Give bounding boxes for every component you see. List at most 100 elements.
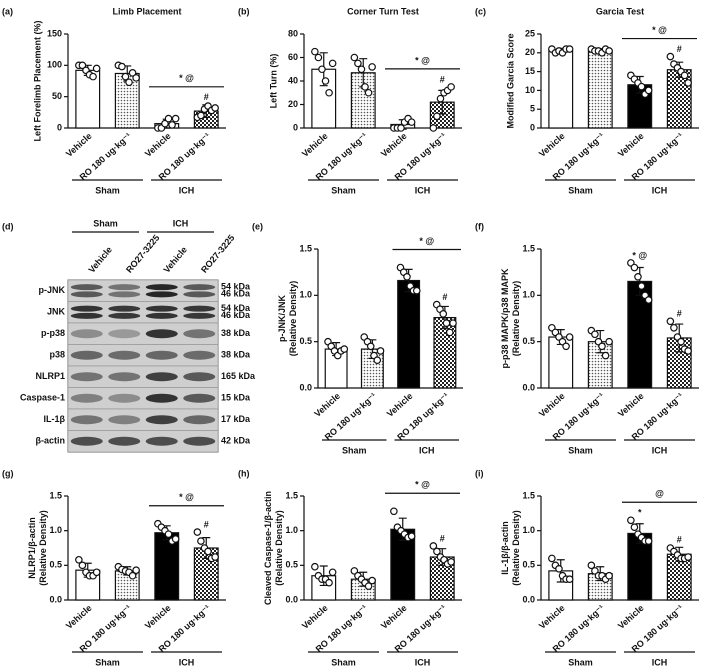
y-axis-label: NLRP1/β-actin: [27, 517, 37, 579]
blot-band: [108, 436, 141, 446]
blot-band: [70, 284, 103, 291]
data-point: [637, 82, 646, 91]
data-point: [118, 62, 126, 71]
panel-label: (i): [475, 468, 484, 478]
blot-row-label: p38: [49, 350, 65, 360]
panel-label: (h): [238, 468, 250, 478]
y-tick-label: 0.5: [522, 560, 535, 570]
group-label: Sham: [95, 657, 120, 667]
y-axis-label: Modified Garcia Score: [505, 33, 515, 128]
group-label: Sham: [568, 185, 593, 195]
lane-label: Vehicle: [86, 245, 114, 275]
y-tick-label: 20: [288, 99, 298, 109]
blot-band: [145, 284, 178, 291]
x-tick-label: Vehicle: [64, 131, 94, 159]
data-point: [439, 310, 448, 318]
data-point: [407, 118, 416, 126]
x-tick-label: Vehicle: [616, 603, 646, 631]
data-point: [403, 272, 411, 281]
y-tick-label: 5: [530, 104, 535, 114]
y-tick-label: 0.0: [285, 594, 298, 604]
group-label: ICH: [415, 657, 431, 667]
data-point: [666, 317, 675, 326]
y-tick-label: 1.5: [522, 243, 535, 253]
data-point: [328, 59, 337, 68]
y-tick-label: 50: [52, 91, 62, 101]
x-tick-label: Vehicle: [379, 603, 409, 631]
data-point: [75, 555, 83, 564]
group-label: Sham: [568, 657, 593, 667]
x-tick-label: Vehicle: [143, 603, 173, 631]
data-point: [128, 571, 137, 580]
data-point: [311, 47, 319, 56]
data-point: [364, 582, 373, 590]
data-point: [445, 328, 454, 337]
data-point: [164, 114, 173, 123]
kda-label: 38 kDa: [221, 328, 251, 338]
y-tick-label: 1.0: [285, 525, 298, 535]
blot-group-label: ICH: [173, 218, 189, 228]
bar: [587, 50, 613, 129]
blot-band: [145, 291, 178, 298]
chart-title: Corner Turn Test: [347, 6, 419, 16]
blot-band: [108, 372, 141, 382]
blot-row-label: β-actin: [36, 436, 66, 446]
data-point: [433, 547, 441, 556]
data-point: [128, 69, 137, 77]
data-point: [562, 342, 570, 351]
blot-band: [145, 350, 178, 360]
x-tick-label: Vehicle: [537, 131, 567, 159]
blot-band: [70, 415, 103, 425]
data-point: [361, 83, 369, 91]
group-label: Sham: [331, 657, 356, 667]
data-point: [366, 342, 375, 351]
chart-title: Garcia Test: [596, 6, 644, 16]
data-point: [565, 45, 574, 53]
y-tick-label: 0.0: [522, 594, 535, 604]
data-point: [121, 72, 130, 81]
data-point: [211, 104, 219, 112]
blot-band: [183, 329, 216, 339]
data-point: [78, 561, 87, 570]
y-tick-label: 0: [530, 122, 535, 132]
panel-label: (c): [475, 6, 486, 16]
blot-band: [183, 415, 216, 425]
data-point: [605, 337, 613, 346]
y-tick-label: 0: [57, 122, 62, 132]
bracket-label: @: [655, 489, 664, 499]
data-point: [591, 330, 599, 339]
data-point: [318, 65, 326, 74]
data-point: [311, 562, 319, 571]
significance-mark: *: [638, 508, 642, 518]
y-tick-label: 0: [293, 122, 298, 132]
data-point: [644, 537, 653, 545]
y-tick-label: 1.5: [299, 243, 312, 253]
blot-row-label: JNK: [47, 307, 66, 317]
data-point: [601, 351, 610, 360]
panel-label: (g): [2, 468, 14, 478]
bracket-label: * @: [179, 73, 194, 83]
significance-mark: #: [677, 309, 682, 319]
data-point: [168, 121, 176, 129]
y-axis-label: Left Forelimb Placement (%): [32, 20, 42, 141]
blot-row-label: p-p38: [41, 328, 65, 338]
y-axis-label: p-p38 MAPK/p38 MAPK: [500, 268, 510, 369]
blot-band: [183, 393, 216, 403]
data-point: [125, 78, 133, 87]
kda-label: 165 kDa: [221, 371, 256, 381]
blot-band: [108, 291, 141, 298]
y-tick-label: 1.0: [299, 290, 312, 300]
data-point: [204, 547, 212, 556]
panel-label: (a): [2, 6, 13, 16]
x-tick-label: Vehicle: [616, 391, 646, 419]
blot-band: [70, 436, 103, 446]
data-point: [376, 347, 385, 355]
data-point: [644, 86, 653, 95]
data-point: [429, 542, 438, 550]
blot-band: [183, 350, 216, 360]
data-point: [373, 356, 382, 365]
blot-band: [108, 312, 141, 319]
data-point: [397, 124, 405, 132]
blot-band: [70, 312, 103, 319]
